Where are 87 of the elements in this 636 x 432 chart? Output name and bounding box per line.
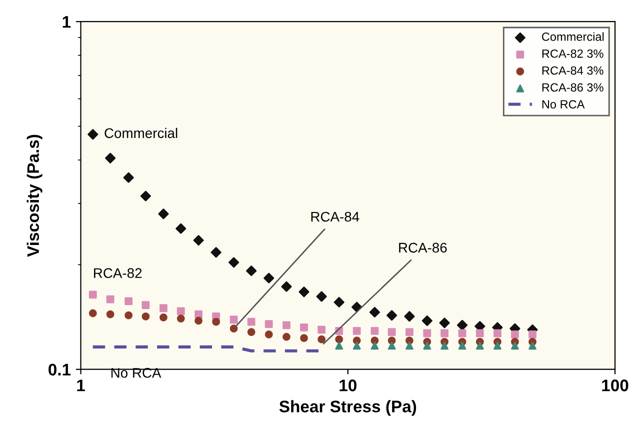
annotation: Commercial bbox=[104, 128, 178, 138]
point bbox=[230, 316, 238, 324]
point bbox=[352, 326, 361, 335]
point bbox=[176, 307, 185, 316]
x-tick-label: 100 bbox=[602, 380, 628, 392]
point bbox=[230, 324, 238, 333]
point bbox=[247, 318, 256, 326]
point bbox=[160, 314, 168, 322]
point bbox=[510, 342, 519, 350]
point bbox=[88, 290, 97, 299]
point bbox=[476, 329, 484, 338]
point bbox=[194, 310, 202, 318]
point bbox=[300, 334, 308, 342]
point bbox=[318, 326, 326, 334]
point bbox=[282, 332, 290, 341]
annotation: RCA-86 bbox=[399, 242, 447, 253]
point bbox=[406, 342, 414, 350]
point bbox=[334, 296, 344, 308]
point bbox=[423, 342, 432, 350]
point bbox=[510, 330, 519, 338]
point bbox=[106, 295, 114, 304]
point bbox=[423, 329, 432, 338]
point bbox=[210, 247, 222, 258]
point bbox=[298, 286, 310, 298]
point bbox=[193, 235, 204, 246]
point bbox=[335, 335, 344, 344]
point bbox=[140, 190, 151, 202]
point bbox=[282, 321, 290, 330]
point bbox=[264, 320, 273, 328]
point bbox=[281, 281, 292, 292]
legend-label: No RCA bbox=[542, 100, 585, 109]
legend-label: RCA-82 3% bbox=[542, 49, 604, 58]
point bbox=[176, 223, 186, 234]
y-axis-title: Viscosity (Pa.s) bbox=[26, 134, 42, 257]
point bbox=[228, 257, 240, 268]
point bbox=[352, 342, 361, 350]
point bbox=[158, 208, 169, 220]
point bbox=[335, 342, 344, 350]
y-tick-label: 0.1 bbox=[48, 364, 71, 376]
point bbox=[476, 342, 484, 350]
point bbox=[370, 326, 379, 335]
point bbox=[406, 328, 414, 336]
annotation: RCA-84 bbox=[311, 212, 360, 222]
point bbox=[440, 342, 448, 350]
point bbox=[88, 129, 98, 140]
point bbox=[123, 172, 134, 183]
point bbox=[194, 316, 202, 325]
point bbox=[388, 342, 396, 350]
point bbox=[142, 301, 150, 310]
point bbox=[440, 329, 448, 338]
point bbox=[458, 342, 466, 350]
point bbox=[388, 328, 396, 336]
point bbox=[160, 304, 168, 312]
x-axis-title: Shear Stress (Pa) bbox=[279, 400, 416, 416]
legend-label: Commercial bbox=[542, 32, 604, 41]
x-tick-label: 1 bbox=[77, 380, 85, 392]
point bbox=[246, 266, 257, 276]
point bbox=[300, 323, 308, 332]
x-tick-label: 10 bbox=[340, 380, 356, 392]
point bbox=[369, 306, 380, 318]
legend-label: RCA-84 3% bbox=[542, 66, 604, 75]
point bbox=[247, 328, 256, 336]
point bbox=[88, 309, 97, 318]
point bbox=[386, 310, 398, 321]
point bbox=[528, 330, 536, 338]
point bbox=[106, 310, 114, 318]
point bbox=[439, 318, 450, 328]
point bbox=[124, 311, 133, 320]
point bbox=[176, 314, 185, 322]
point bbox=[404, 311, 415, 322]
point bbox=[142, 312, 150, 320]
point bbox=[370, 342, 379, 350]
point bbox=[528, 342, 536, 350]
point bbox=[212, 318, 220, 326]
annotation: RCA-82 bbox=[94, 268, 142, 278]
point bbox=[494, 342, 502, 350]
point bbox=[105, 152, 116, 164]
legend-label: RCA-86 3% bbox=[542, 83, 604, 92]
point bbox=[264, 330, 273, 338]
point bbox=[422, 315, 432, 326]
point bbox=[124, 297, 133, 306]
point bbox=[456, 320, 468, 330]
point bbox=[318, 335, 326, 344]
point bbox=[458, 329, 466, 338]
point bbox=[494, 329, 502, 338]
point bbox=[264, 272, 274, 284]
point bbox=[316, 291, 327, 302]
